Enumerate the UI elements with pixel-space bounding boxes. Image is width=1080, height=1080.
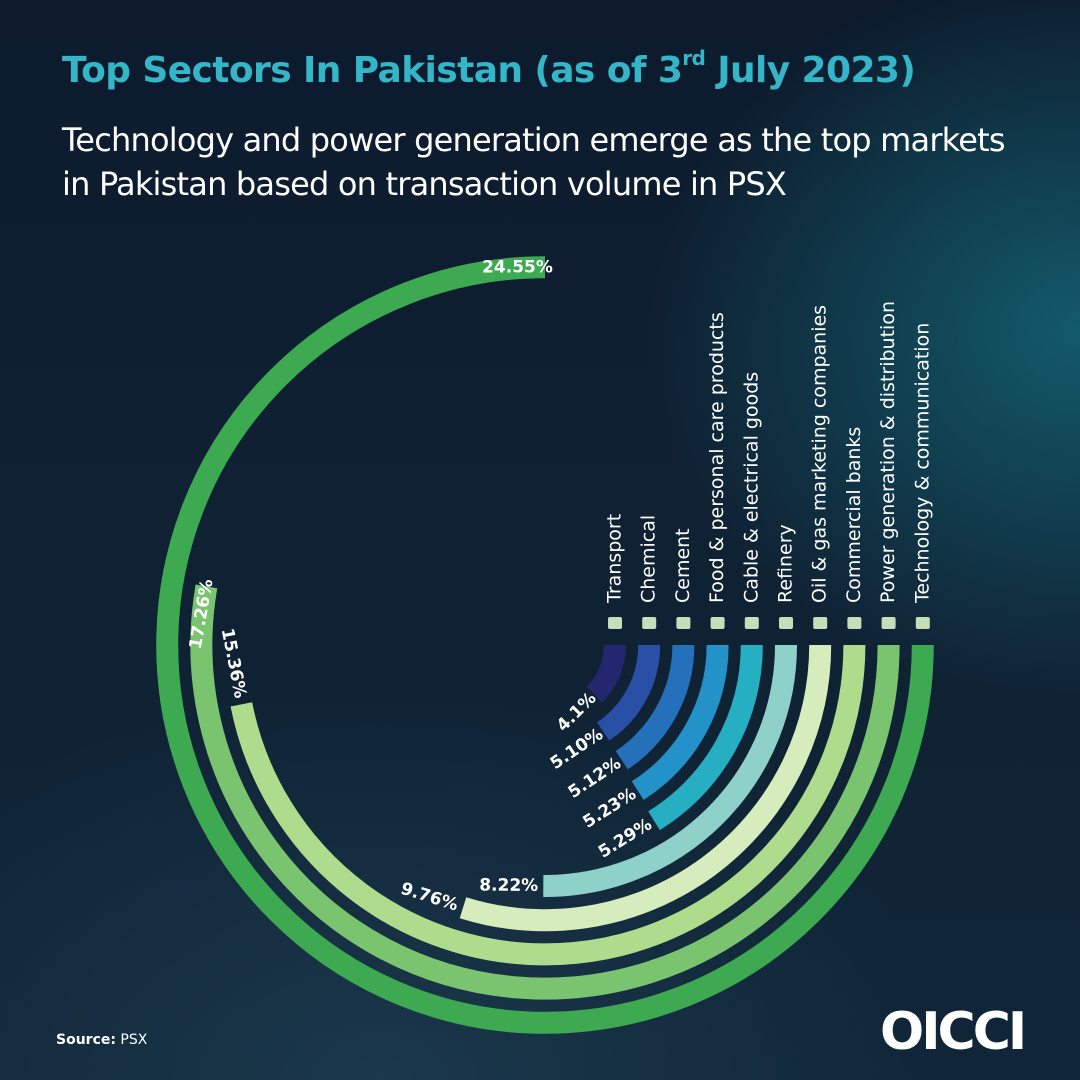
bar-refinery [543, 644, 797, 897]
value-label-commercial-banks: 15.36% [217, 627, 250, 700]
truck-icon [608, 617, 622, 629]
bar-transport [586, 644, 626, 703]
bar-power-generation-and-distribution [190, 584, 900, 1000]
value-labels: 4.1%5.10%5.12%5.23%5.29%8.22%9.76%15.36%… [186, 257, 656, 915]
category-label-technology-and-communication: Technology & communication [911, 323, 933, 604]
bank-icon [847, 617, 862, 629]
value-label-technology-and-communication: 24.55% [482, 257, 553, 277]
category-label-chemical: Chemical [638, 515, 660, 603]
oicci-logo: OICCI [880, 1002, 1027, 1062]
refinery-icon [779, 617, 793, 629]
page-title: Top Sectors In Pakistan (as of 3rd July … [62, 46, 916, 91]
category-label-transport: Transport [604, 514, 626, 604]
flask-icon [642, 617, 657, 629]
bar-chemical [596, 644, 661, 741]
page-subtitle: Technology and power generation emerge a… [62, 121, 1006, 203]
cement-bag-icon [676, 617, 691, 629]
gear-icon [915, 617, 930, 629]
category-label-oil-and-gas-marketing-companies: Oil & gas marketing companies [809, 305, 831, 603]
value-label-refinery: 8.22% [479, 875, 538, 895]
category-label-cable-and-electrical-goods: Cable & electrical goods [740, 372, 762, 603]
plug-icon [744, 617, 759, 629]
bar-technology-and-communication [156, 256, 934, 1034]
bar-cement [615, 644, 695, 770]
bar-food-and-personal-care-products [631, 644, 729, 800]
category-icons [608, 617, 930, 629]
category-label-refinery: Refinery [775, 524, 797, 603]
category-label-food-and-personal-care-products: Food & personal care products [706, 312, 728, 603]
bars [156, 256, 934, 1034]
bar-oil-and-gas-marketing-companies [459, 644, 832, 932]
fork-knife-icon [710, 617, 725, 629]
bar-cable-and-electrical-goods [648, 644, 763, 831]
category-labels: Transport Chemical Cement Food & personal c… [604, 301, 934, 604]
category-label-cement: Cement [672, 528, 694, 603]
category-label-commercial-banks: Commercial banks [843, 427, 865, 603]
lightning-icon [881, 617, 896, 629]
source-note: Source: PSX [56, 1032, 148, 1048]
oil-drop-icon [813, 617, 828, 629]
bar-commercial-banks [230, 644, 866, 966]
category-label-power-generation-and-distribution: Power generation & distribution [877, 301, 899, 603]
